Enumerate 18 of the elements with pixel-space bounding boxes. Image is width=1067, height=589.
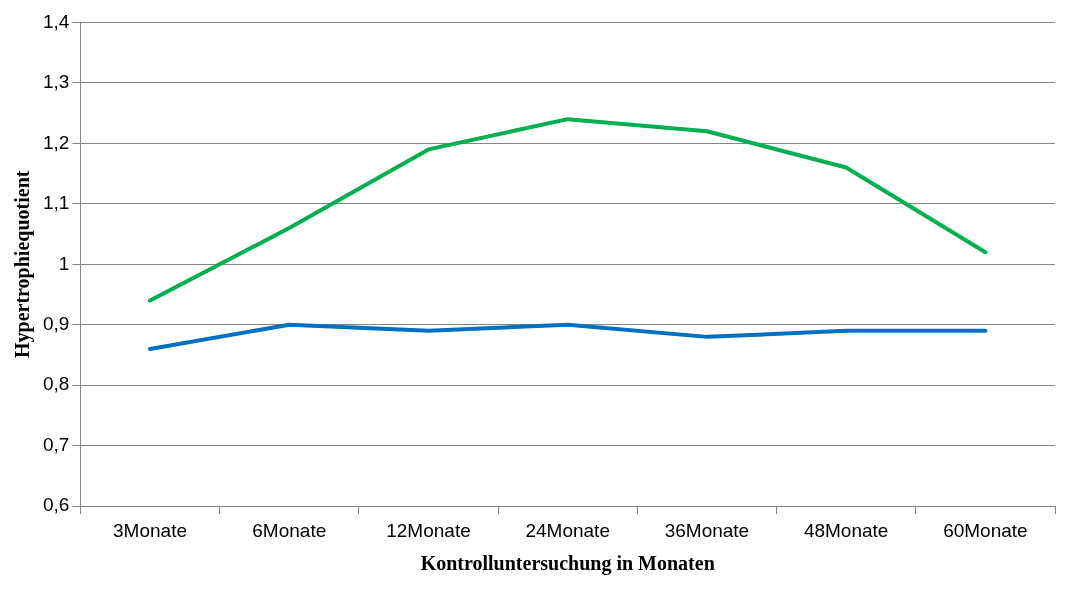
y-tick-label: 0,9 bbox=[42, 313, 70, 335]
x-tick-label: 60Monate bbox=[943, 519, 1028, 541]
x-tick-label: 3Monate bbox=[113, 519, 187, 541]
x-tick-label: 36Monate bbox=[664, 519, 750, 541]
y-tick-label: 0,7 bbox=[42, 433, 70, 455]
y-tick-label: 0,8 bbox=[42, 373, 70, 395]
x-tick-label: 24Monate bbox=[525, 519, 610, 541]
y-tick-label: 1,4 bbox=[42, 10, 70, 32]
y-axis-title: Hypertrophiequotient bbox=[11, 170, 35, 359]
y-tick-label: 1 bbox=[58, 252, 70, 274]
x-tick-label: 12Monate bbox=[386, 519, 471, 541]
x-tick-label: 48Monate bbox=[803, 519, 889, 541]
y-tick-label: 1,2 bbox=[42, 131, 70, 153]
x-axis-title: Kontrolluntersuchung in Monaten bbox=[420, 552, 715, 576]
y-tick-label: 1,3 bbox=[42, 71, 70, 93]
y-tick-label: 1,1 bbox=[42, 192, 70, 214]
x-tick-label: 6Monate bbox=[252, 519, 327, 541]
y-tick-label: 0,6 bbox=[42, 494, 70, 516]
